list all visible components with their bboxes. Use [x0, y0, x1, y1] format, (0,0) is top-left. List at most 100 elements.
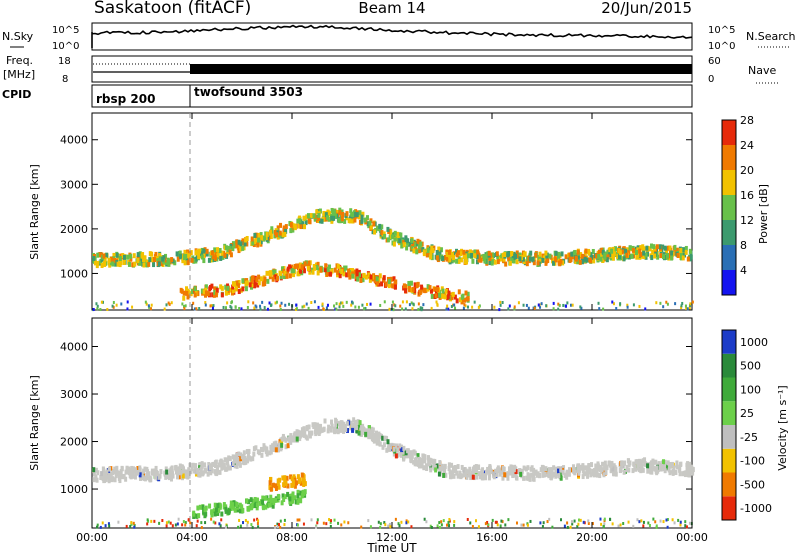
- data-pixel: [592, 258, 596, 264]
- data-pixel: [400, 447, 404, 453]
- data-pixel: [329, 271, 333, 277]
- data-pixel: [381, 444, 385, 450]
- noise-pixel: [425, 520, 428, 524]
- data-pixel: [320, 427, 324, 433]
- data-pixel: [510, 465, 514, 471]
- data-pixel: [645, 245, 649, 251]
- data-pixel: [546, 467, 550, 473]
- data-pixel: [324, 263, 328, 269]
- data-pixel: [129, 256, 133, 262]
- data-pixel: [109, 256, 113, 262]
- data-pixel: [213, 469, 217, 475]
- data-pixel: [106, 474, 110, 480]
- noise-pixel: [383, 521, 386, 525]
- data-pixel: [561, 260, 565, 266]
- data-pixel: [269, 486, 273, 492]
- data-pixel: [389, 276, 393, 282]
- noise-pixel: [566, 301, 569, 305]
- data-pixel: [276, 225, 280, 231]
- noise-pixel: [316, 521, 319, 525]
- data-pixel: [136, 469, 140, 475]
- data-pixel: [378, 223, 382, 229]
- data-pixel: [293, 477, 297, 483]
- data-pixel: [206, 471, 210, 477]
- noise-pixel: [640, 519, 643, 523]
- data-pixel: [435, 255, 439, 261]
- colorbar-tick-label: 500: [740, 360, 761, 373]
- data-pixel: [177, 468, 181, 474]
- noise-pixel: [364, 306, 367, 310]
- data-pixel: [503, 472, 507, 478]
- data-pixel: [181, 473, 185, 479]
- data-pixel: [349, 214, 353, 220]
- data-pixel: [214, 252, 218, 258]
- data-pixel: [316, 270, 320, 276]
- data-pixel: [316, 261, 320, 267]
- data-pixel: [349, 420, 353, 426]
- noise-pixel: [295, 303, 298, 307]
- data-pixel: [387, 283, 391, 289]
- data-pixel: [222, 502, 226, 508]
- noise-pixel: [412, 302, 415, 306]
- data-pixel: [286, 266, 290, 272]
- data-pixel: [364, 431, 368, 437]
- data-pixel: [447, 252, 451, 258]
- data-pixel: [368, 277, 372, 283]
- nsky-panel: N.Sky 10^5 10^0 10^5 10^0 N.Search: [2, 22, 796, 52]
- noise-pixel: [551, 525, 554, 529]
- data-pixel: [281, 232, 285, 238]
- noise-pixel: [671, 518, 674, 522]
- data-pixel: [261, 505, 265, 511]
- noise-pixel: [174, 523, 177, 527]
- data-pixel: [613, 246, 617, 252]
- noise-pixel: [146, 518, 149, 522]
- noise-pixel: [408, 303, 411, 307]
- data-pixel: [364, 274, 368, 280]
- data-pixel: [553, 472, 557, 478]
- data-pixel: [229, 252, 233, 258]
- noise-pixel: [662, 520, 665, 524]
- noise-pixel: [626, 305, 629, 309]
- data-pixel: [179, 287, 183, 293]
- data-pixel: [458, 297, 462, 303]
- data-pixel: [495, 251, 499, 257]
- data-pixel: [529, 250, 533, 256]
- data-pixel: [493, 259, 497, 265]
- data-pixel: [283, 232, 287, 238]
- data-pixel: [256, 242, 260, 248]
- data-pixel: [143, 255, 147, 261]
- data-pixel: [610, 253, 614, 259]
- data-pixel: [320, 218, 324, 224]
- data-pixel: [643, 461, 647, 467]
- data-pixel: [522, 465, 526, 471]
- noise-pixel: [401, 307, 404, 311]
- data-pixel: [655, 465, 659, 471]
- data-pixel: [245, 235, 249, 241]
- data-pixel: [327, 264, 331, 270]
- data-pixel: [250, 236, 254, 242]
- noise-pixel: [392, 308, 395, 312]
- data-pixel: [157, 474, 161, 480]
- data-pixel: [515, 259, 519, 265]
- nsky-left-tick-top: 10^5: [52, 25, 79, 36]
- data-pixel: [646, 463, 650, 469]
- data-pixel: [276, 447, 280, 453]
- data-pixel: [654, 459, 658, 465]
- data-pixel: [102, 253, 106, 259]
- data-pixel: [587, 465, 591, 471]
- noise-pixel: [246, 305, 249, 309]
- data-pixel: [466, 291, 470, 297]
- data-pixel: [355, 268, 359, 274]
- data-pixel: [439, 469, 443, 475]
- data-pixel: [107, 258, 111, 264]
- data-pixel: [622, 460, 626, 466]
- noise-pixel: [602, 307, 605, 311]
- noise-pixel: [527, 306, 530, 310]
- data-pixel: [187, 473, 191, 479]
- data-pixel: [625, 247, 629, 253]
- noise-pixel: [611, 522, 614, 526]
- data-pixel: [371, 229, 375, 235]
- noise-pixel: [279, 304, 282, 308]
- data-pixel: [410, 244, 414, 250]
